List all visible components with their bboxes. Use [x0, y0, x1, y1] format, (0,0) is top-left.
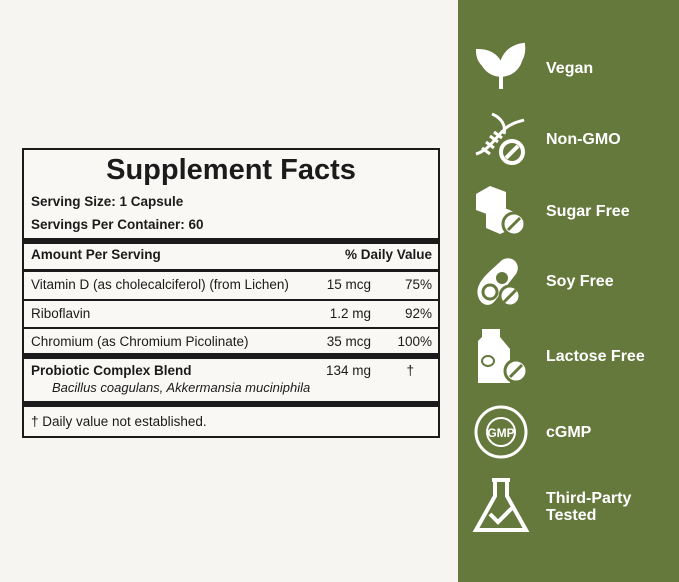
- row-amount: 35 mcg: [326, 334, 371, 349]
- row-name: Riboflavin: [31, 306, 91, 321]
- blend-dv: †: [406, 363, 414, 378]
- dna-icon: [475, 112, 525, 165]
- blend-name: Probiotic Complex Blend: [31, 363, 192, 378]
- label-title: Supplement Facts: [106, 154, 356, 186]
- divider: [24, 401, 438, 407]
- row-name: Chromium (as Chromium Picolinate): [31, 334, 249, 349]
- supplement-facts-label: Supplement Facts Serving Size: 1 Capsule…: [22, 148, 440, 438]
- row-dv: 92%: [404, 306, 432, 321]
- servings-per-container: Servings Per Container: 60: [31, 217, 204, 232]
- badge-vegan: Vegan: [472, 39, 593, 97]
- blend-ingredients: Bacillus coagulans, Akkermansia muciniph…: [52, 380, 311, 395]
- header-dv: % Daily Value: [344, 247, 432, 262]
- row-amount: 15 mcg: [326, 277, 371, 292]
- badge-label: Non-GMO: [546, 130, 621, 148]
- badge-label: Lactose Free: [546, 347, 645, 365]
- flask-check-icon: [472, 478, 530, 532]
- footnote: † Daily value not established.: [31, 414, 207, 429]
- sugar-cube-icon: [476, 186, 527, 237]
- row-name: Vitamin D (as cholecalciferol) (from Lic…: [31, 277, 289, 292]
- badge-label: Soy Free: [546, 272, 614, 290]
- svg-text:GMP: GMP: [487, 426, 514, 440]
- divider: [24, 299, 438, 301]
- soybean-icon: [477, 258, 522, 308]
- row-dv: 100%: [397, 334, 432, 349]
- divider: [24, 269, 438, 272]
- badge-label: Sugar Free: [546, 202, 630, 220]
- badge-label: cGMP: [546, 423, 592, 441]
- badge-third-party-tested: Third-Party Tested: [472, 478, 646, 536]
- header-amount: Amount Per Serving: [31, 247, 161, 262]
- divider: [24, 353, 438, 359]
- badge-cgmp: GMP cGMP: [472, 403, 591, 461]
- divider: [24, 238, 438, 244]
- row-dv: 75%: [404, 277, 432, 292]
- serving-size: Serving Size: 1 Capsule: [31, 194, 184, 209]
- badge-soy-free: Soy Free: [472, 252, 614, 310]
- features-panel: Vegan Non-GMO Sugar Free Soy Free Lactos…: [458, 0, 679, 582]
- divider: [24, 327, 438, 329]
- badge-lactose-free: Lactose Free: [472, 327, 645, 385]
- milk-carton-icon: [478, 329, 529, 384]
- leaf-icon: [475, 42, 526, 89]
- badge-non-gmo: Non-GMO: [472, 110, 621, 168]
- badge-sugar-free: Sugar Free: [472, 182, 630, 240]
- blend-amount: 134 mg: [325, 363, 371, 378]
- gmp-seal-icon: GMP: [474, 405, 528, 459]
- badge-label: Third-Party Tested: [546, 490, 632, 524]
- badge-label: Vegan: [546, 59, 594, 77]
- row-amount: 1.2 mg: [329, 306, 371, 321]
